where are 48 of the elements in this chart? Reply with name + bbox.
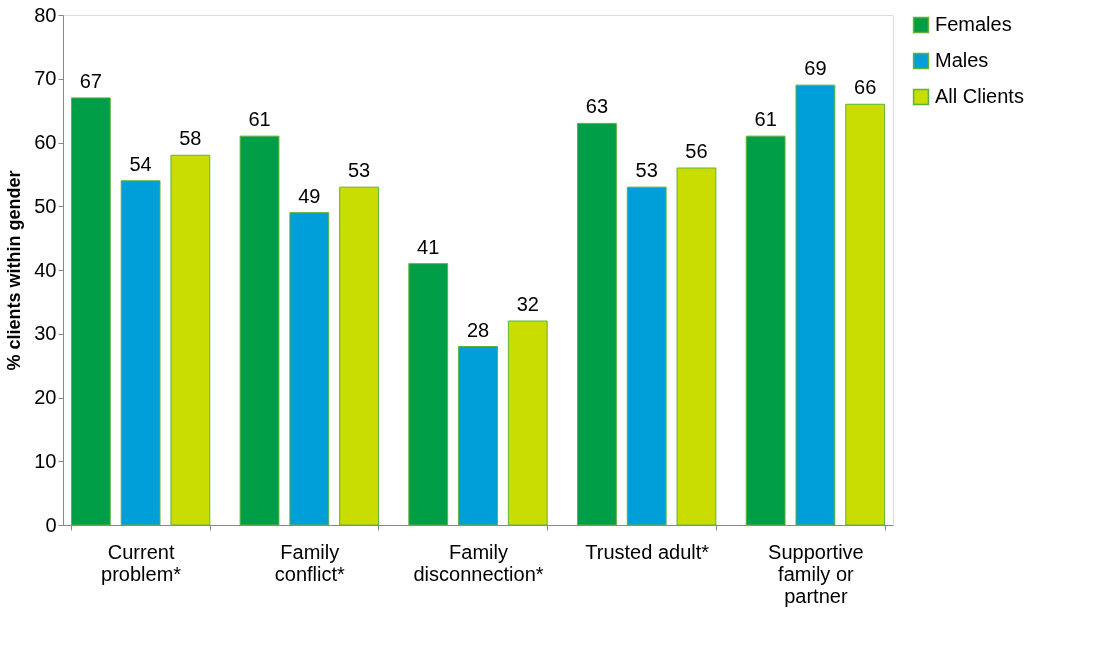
data-label: 53 [347, 159, 371, 182]
y-tick-label: 0 [45, 513, 57, 536]
data-label: 61 [754, 108, 777, 131]
bar [458, 346, 498, 526]
y-tick-label: 30 [34, 322, 57, 345]
bar [408, 263, 449, 526]
bar [339, 186, 379, 526]
data-label: 49 [298, 184, 321, 207]
y-axis-title: % clients within gender [4, 170, 25, 371]
bar [845, 103, 886, 526]
y-tick-label: 70 [34, 67, 57, 90]
y-tick-label: 20 [34, 386, 57, 408]
data-label: 63 [585, 95, 609, 118]
legend-label: Males [935, 49, 989, 71]
data-label: 41 [417, 235, 440, 258]
data-label: 61 [248, 108, 271, 131]
bar [676, 167, 717, 526]
bar [795, 84, 836, 526]
y-tick-label: 80 [34, 3, 57, 26]
legend-label: All Clients [935, 85, 1024, 107]
data-label: 53 [635, 159, 658, 182]
y-tick-label: 60 [34, 131, 57, 153]
x-tick-label: Family conflict* [274, 540, 346, 585]
bar [577, 122, 617, 526]
data-label: 67 [79, 69, 102, 92]
data-label: 32 [516, 293, 539, 315]
y-tick-label: 10 [34, 449, 57, 472]
data-label: 54 [129, 152, 152, 175]
x-tick-label: Family disconnection* [413, 540, 544, 585]
y-tick-label: 40 [34, 258, 57, 281]
legend-label: Females [935, 13, 1012, 35]
bar [239, 135, 280, 526]
bar [70, 97, 111, 526]
data-label: 58 [179, 127, 202, 150]
x-tick-label: Trusted adult* [585, 540, 710, 563]
bar [626, 186, 667, 526]
x-tick-label: Supportive family or partner [768, 540, 864, 607]
data-label: 69 [804, 57, 827, 80]
x-tick-label: Current problem* [101, 540, 182, 585]
bar [120, 180, 161, 526]
bar [507, 320, 548, 526]
data-label: 66 [854, 76, 877, 99]
data-label: 28 [466, 318, 490, 341]
bar [745, 135, 786, 526]
data-label: 56 [685, 140, 708, 162]
y-tick-label: 50 [34, 194, 57, 217]
bar [289, 212, 330, 526]
bar [170, 154, 211, 526]
